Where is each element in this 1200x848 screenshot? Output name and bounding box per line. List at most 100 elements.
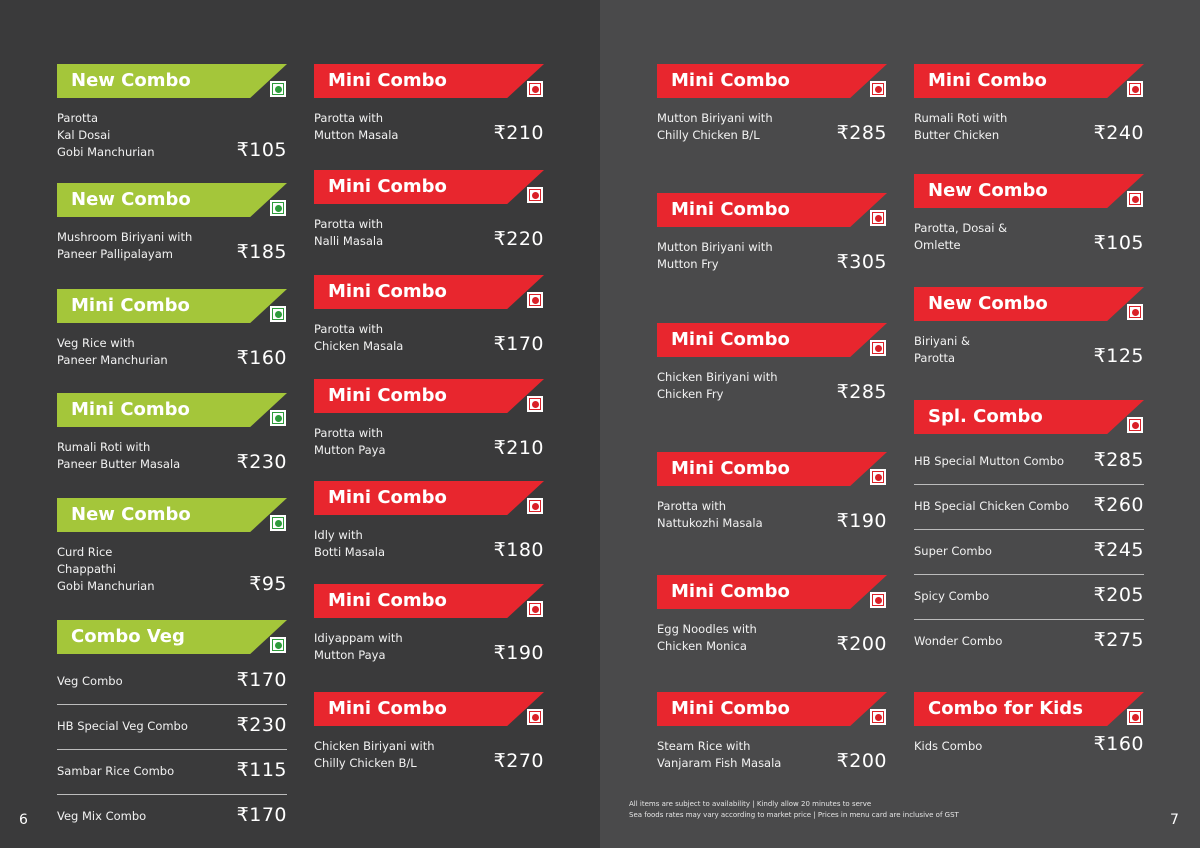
veg-symbol-icon [270,515,286,531]
combo-tag-label: Mini Combo [328,698,447,719]
combo-tag-banner [314,64,544,98]
nonveg-symbol-icon [1127,304,1143,320]
veg-symbol-icon [270,637,286,653]
item-description: Parotta with Nalli Masala [314,216,383,250]
nonveg-symbol-icon [870,709,886,725]
nonveg-symbol-icon [870,469,886,485]
combo-tag-banner [914,174,1144,208]
combo-list-name: Super Combo [914,544,992,558]
veg-symbol-icon [270,81,286,97]
combo-list-row: Veg Mix Combo ₹170 [57,795,287,840]
combo-tag: Mini Combo [657,692,887,726]
combo-list-name: Veg Mix Combo [57,809,147,823]
footnote-line-1: All items are subject to availability | … [629,800,872,808]
item-price: ₹160 [1094,733,1144,755]
item-price: ₹285 [837,381,887,403]
item-description-line: Chappathi [57,562,117,576]
combo-list-price: ₹285 [1094,449,1144,471]
combo-tag-label: Mini Combo [328,385,447,406]
currency-symbol: ₹ [1093,733,1107,755]
nonveg-symbol-icon [1127,191,1143,207]
currency-symbol: ₹ [236,714,250,736]
combo-tag-banner [57,183,287,217]
combo-tag-label: Mini Combo [328,176,447,197]
combo-tag-label: Mini Combo [328,281,447,302]
item-price: ₹185 [237,241,287,263]
item-description-line: Veg Rice with [57,336,135,350]
item-price-value: 190 [506,642,544,664]
item-description: Parotta Kal Dosai Gobi Manchurian [57,110,155,161]
item-price: ₹160 [237,347,287,369]
item-description-line: Rumali Roti with [914,111,1008,125]
nonveg-symbol-icon [527,81,543,97]
item-description: Rumali Roti with Butter Chicken [914,110,1007,144]
item-description-line: Chicken Biriyani with [314,739,435,753]
item-description: Idly with Botti Masala [314,527,385,561]
item-price-value: 170 [506,333,544,355]
diet-dot-icon [275,520,282,527]
item-description-line: Steam Rice with [657,739,751,753]
combo-list-name: Spicy Combo [914,589,990,603]
item-description-line: Parotta with [314,322,384,336]
combo-tag-banner [657,323,887,357]
combo-list-price: ₹170 [237,804,287,826]
item-description: Chicken Biriyani with Chicken Fry [657,369,778,403]
combo-list: Veg Combo ₹170 HB Special Veg Combo ₹230 Sam… [57,660,287,840]
combo-tag-banner [914,692,1144,726]
diet-dot-icon [1132,196,1139,203]
currency-symbol: ₹ [1093,494,1107,516]
currency-symbol: ₹ [1093,584,1107,606]
item-price: ₹285 [837,122,887,144]
currency-symbol: ₹ [493,642,507,664]
menu-footnote: All items are subject to availability | … [629,799,959,821]
currency-symbol: ₹ [493,122,507,144]
combo-list-name: Veg Combo [57,674,123,688]
nonveg-symbol-icon [1127,709,1143,725]
item-description-line: Botti Masala [314,545,386,559]
item-description: Parotta with Mutton Paya [314,425,386,459]
combo-tag: Mini Combo [57,289,287,323]
diet-dot-icon [532,297,539,304]
combo-tag: Mini Combo [314,170,544,204]
diet-dot-icon [1132,309,1139,316]
currency-symbol: ₹ [836,510,850,532]
combo-tag-label: Mini Combo [671,458,790,479]
item-price-value: 230 [249,451,287,473]
combo-list-row: Wonder Combo ₹275 [914,620,1144,665]
combo-tag-banner [314,379,544,413]
item-description-line: Butter Chicken [914,128,1000,142]
item-description: Parotta with Chicken Masala [314,321,403,355]
diet-dot-icon [875,714,882,721]
combo-tag: Mini Combo [314,64,544,98]
item-description-line: Chilly Chicken B/L [314,756,417,770]
combo-list-price-value: 245 [1106,539,1144,561]
item-price: ₹105 [237,139,287,161]
currency-symbol: ₹ [493,333,507,355]
combo-tag-banner [57,498,287,532]
item-description-line: Nalli Masala [314,234,384,248]
combo-tag-label: Mini Combo [71,295,190,316]
combo-list-price-value: 170 [249,669,287,691]
item-price: ₹305 [837,251,887,273]
combo-list-price-value: 275 [1106,629,1144,651]
item-price: ₹180 [494,539,544,561]
combo-list-price: ₹170 [237,669,287,691]
item-description: Biriyani & Parotta [914,333,970,367]
diet-dot-icon [532,503,539,510]
diet-dot-icon [532,606,539,613]
combo-tag-banner [914,287,1144,321]
currency-symbol: ₹ [493,437,507,459]
nonveg-symbol-icon [527,709,543,725]
item-price-value: 190 [849,510,887,532]
item-price-value: 240 [1106,122,1144,144]
item-description-line: Parotta with [657,499,727,513]
item-price: ₹270 [494,750,544,772]
combo-tag: Mini Combo [914,64,1144,98]
diet-dot-icon [875,474,882,481]
combo-tag-label: New Combo [71,504,191,525]
combo-tag: New Combo [914,174,1144,208]
item-description: Egg Noodles with Chicken Monica [657,621,757,655]
combo-tag-label: Mini Combo [671,70,790,91]
nonveg-symbol-icon [1127,417,1143,433]
combo-tag-label: Mini Combo [328,70,447,91]
